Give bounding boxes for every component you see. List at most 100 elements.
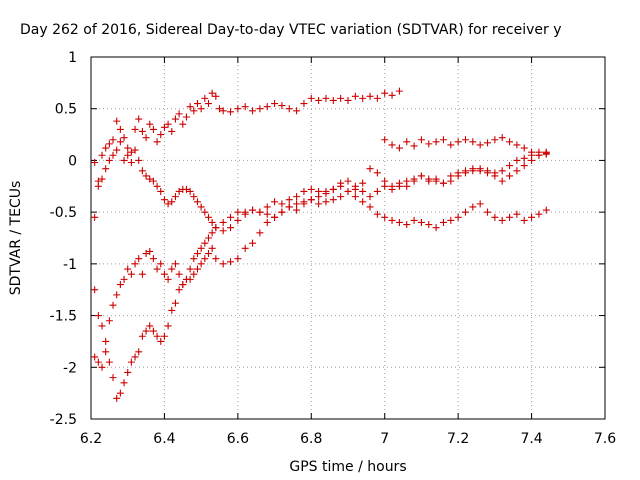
data-point [113,146,121,154]
data-point [98,322,106,330]
data-point [520,154,528,162]
data-point [234,105,242,113]
data-point [164,120,172,128]
data-points [91,87,550,402]
data-point [124,144,132,152]
data-point [193,100,201,108]
data-point [241,210,249,218]
data-point [216,105,223,113]
data-point [190,193,198,201]
data-point [498,177,506,185]
data-point [256,105,264,113]
data-point [498,216,506,224]
data-point [271,100,279,108]
data-point [381,182,389,190]
data-point [388,91,396,99]
data-point [120,275,128,283]
data-point [168,127,176,135]
data-point [190,270,198,278]
data-point [381,89,389,97]
data-point [186,265,194,273]
data-point [469,165,477,173]
x-tick-label: 6.6 [227,431,249,447]
data-point [351,193,359,201]
data-point [201,239,209,247]
data-point [293,193,301,201]
data-point [204,234,212,242]
data-point [351,182,359,190]
data-point [98,151,106,159]
data-point [131,260,139,268]
data-point [168,265,176,273]
data-point [109,136,117,144]
x-tick-label: 6.2 [80,431,102,447]
data-point [366,92,374,100]
data-point [461,167,469,175]
data-point [351,92,359,100]
data-point [359,198,367,206]
data-point [153,332,161,340]
data-point [337,179,345,187]
data-point [249,107,257,115]
data-point [227,213,235,221]
data-point [344,177,352,185]
data-point [197,105,205,113]
x-axis-label: GPS time / hours [289,459,406,475]
plot-frame [90,56,606,420]
data-point [135,156,143,164]
data-point [506,172,514,180]
data-point [142,250,150,258]
data-point [403,138,411,146]
data-point [520,162,528,170]
data-point [249,206,257,214]
data-point [138,167,146,175]
data-point [234,208,242,216]
data-point [344,187,352,195]
data-point [197,244,205,252]
data-point [175,187,183,195]
data-point [417,172,425,180]
data-point [307,94,315,102]
data-point [535,210,543,218]
data-point [186,275,194,283]
data-point [315,96,323,104]
data-point [520,144,528,152]
data-point [164,200,172,208]
data-point [395,182,403,190]
data-point [127,270,135,278]
data-point [160,123,168,131]
data-point [241,103,249,111]
data-point [498,167,506,175]
data-point [263,103,271,111]
data-point [403,221,411,229]
data-point [212,92,220,100]
data-point [175,286,183,294]
data-point [381,136,389,144]
data-point [219,218,227,226]
data-point [293,107,301,115]
data-point [476,141,484,149]
data-point [146,175,154,183]
data-point [263,203,271,211]
data-point [197,260,205,268]
data-point [285,203,293,211]
data-point [417,136,425,144]
data-point [469,138,477,146]
data-point [432,224,440,232]
data-point [153,182,161,190]
data-point [278,208,286,216]
data-point [124,265,132,273]
data-point [105,317,113,325]
data-point [234,255,242,263]
data-point [124,368,132,376]
data-point [98,363,106,371]
data-point [491,136,499,144]
data-point [135,255,143,263]
data-point [476,167,484,175]
data-point [307,185,315,193]
data-point [373,187,381,195]
y-tick-label: 0 [68,153,77,169]
data-point [256,229,264,237]
data-point [94,182,102,190]
